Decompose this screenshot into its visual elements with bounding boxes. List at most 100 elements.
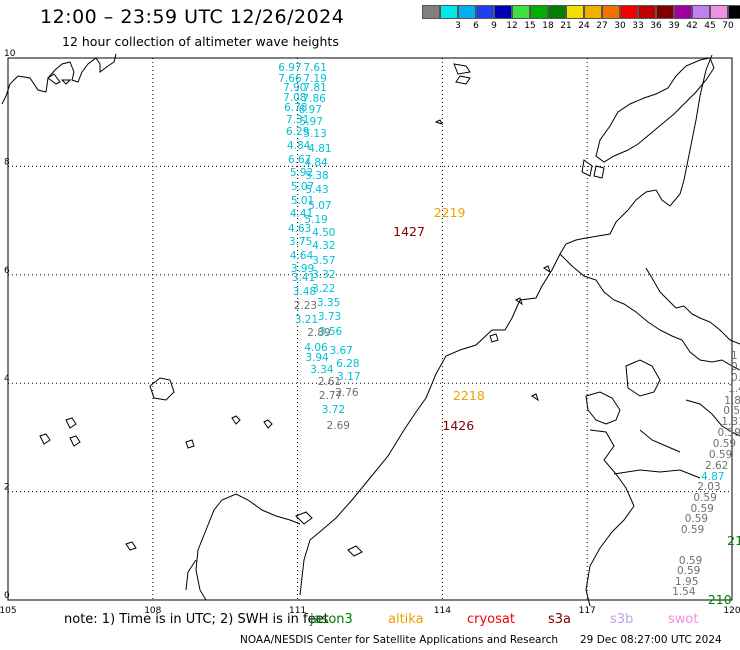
satellite-jason3: jason3 xyxy=(310,612,353,627)
page-title: 12:00 – 23:59 UTC 12/26/2024 xyxy=(40,6,345,28)
wave-height-label: 3.72 xyxy=(321,404,346,417)
wave-height-label: 5.07 xyxy=(290,181,315,194)
legend-label: 21 xyxy=(560,21,572,31)
pass-time-label: 1426 xyxy=(442,418,475,434)
legend-label: 30 xyxy=(614,21,626,31)
wave-height-label: 7.81 xyxy=(303,82,327,95)
y-tick-label: 6 xyxy=(4,266,10,276)
wave-height-label: 3.75 xyxy=(288,236,313,249)
wave-height-label: 5.13 xyxy=(303,127,327,140)
wave-height-label: 5.92 xyxy=(289,166,314,179)
wave-height-label: 1.54 xyxy=(672,586,696,599)
wave-height-label: 0. xyxy=(731,361,740,374)
wave-height-label: 5.43 xyxy=(305,184,329,197)
wave-height-label: 0.59 xyxy=(676,564,701,577)
legend-swatch xyxy=(710,5,728,19)
coastline-vietnam xyxy=(1,53,117,105)
legend-swatch xyxy=(692,5,710,19)
y-tick-label: 10 xyxy=(4,49,16,59)
wave-height-label: 7.19 xyxy=(303,72,327,85)
wave-height-label: 1.95 xyxy=(675,575,699,588)
wave-height-label: 1.31 xyxy=(721,416,740,429)
wave-height-label: 0.59 xyxy=(678,555,703,568)
legend-swatch xyxy=(476,5,494,19)
wave-height-label: 3.94 xyxy=(305,352,329,365)
coastline-palawan-islands xyxy=(453,63,605,179)
wave-height-label: 3.21 xyxy=(294,314,319,327)
wave-height-label: 3.34 xyxy=(310,364,334,377)
legend-swatch xyxy=(602,5,620,19)
wave-height-label: 0.59 xyxy=(680,523,705,536)
legend-swatch xyxy=(584,5,602,19)
coastline xyxy=(1,53,740,607)
wave-height-label: 7.86 xyxy=(302,93,326,106)
legend-label: 6 xyxy=(473,21,479,31)
legend-label: 18 xyxy=(542,21,554,31)
coastline-sulawesi xyxy=(585,399,740,607)
pass-time-label: 210 xyxy=(707,591,732,607)
wave-height-label: 6.78 xyxy=(284,101,308,114)
wave-height-label: 2.62 xyxy=(704,459,729,472)
page-subtitle: 12 hour collection of altimeter wave hei… xyxy=(62,34,339,49)
wave-height-label: 7.61 xyxy=(303,61,327,74)
wave-height-label: 1.80 xyxy=(724,394,740,407)
satellite-s3a: s3a xyxy=(548,612,572,627)
legend-label: 42 xyxy=(686,21,698,31)
wave-height-label: 3.35 xyxy=(316,297,341,310)
wave-height-label: 6.29 xyxy=(286,125,310,138)
x-tick-label: 120 xyxy=(723,606,740,616)
wave-height-label: 4.41 xyxy=(289,208,314,221)
legend-label: 12 xyxy=(506,21,518,31)
coastline-philippines xyxy=(595,57,715,163)
wave-height-label: 7.08 xyxy=(283,92,307,105)
legend-label: 9 xyxy=(491,21,497,31)
wave-height-label: 2.77 xyxy=(318,390,343,403)
footer-credit: NOAA/NESDIS Center for Satellite Applica… xyxy=(240,634,558,646)
wave-height-label: 4.84 xyxy=(286,139,311,152)
wave-height-label: 1 xyxy=(731,350,738,363)
wave-height-label: 4.50 xyxy=(312,226,336,239)
legend-swatch xyxy=(422,5,440,19)
wave-height-label: 3.56 xyxy=(318,326,343,339)
pass-time-label: 2218 xyxy=(453,388,485,404)
wave-height-label: 0.59 xyxy=(712,437,737,450)
legend-label: 27 xyxy=(596,21,608,31)
wave-height-label: 0.59 xyxy=(693,492,717,505)
legend-label: 24 xyxy=(578,21,590,31)
x-tick-label: 108 xyxy=(144,606,161,616)
legend-swatch xyxy=(458,5,476,19)
wave-height-label: 0.59 xyxy=(684,512,709,525)
y-tick-label: 8 xyxy=(4,157,10,167)
pass-time-label: 210 xyxy=(727,533,740,549)
coastline-reefs xyxy=(434,119,551,402)
wave-height-label: 5.01 xyxy=(290,195,315,208)
wave-height-label: 7.31 xyxy=(286,113,310,126)
wave-height-label: 2.03 xyxy=(697,481,721,494)
y-tick-label: 4 xyxy=(4,374,10,384)
satellite-cryosat: cryosat xyxy=(467,612,515,627)
wave-height-label: 6.97 xyxy=(278,61,302,74)
legend-swatch xyxy=(728,5,740,19)
wave-height-label: 3.17 xyxy=(337,370,361,383)
wave-height-label: 0. xyxy=(731,371,740,384)
wave-height-label: 3.99 xyxy=(290,263,315,276)
footer-note: note: 1) Time is in UTC; 2) SWH is in fe… xyxy=(64,612,329,627)
pass-time-label: 1427 xyxy=(393,224,425,240)
wave-height-label: 7.90 xyxy=(283,82,307,95)
legend-swatch xyxy=(548,5,566,19)
legend-label: 39 xyxy=(668,21,680,31)
legend-swatch xyxy=(566,5,584,19)
legend-swatch xyxy=(620,5,638,19)
legend-swatches xyxy=(422,5,740,19)
wave-height-label: 4.32 xyxy=(312,239,336,252)
x-tick-label: 105 xyxy=(0,606,17,616)
legend-swatch xyxy=(656,5,674,19)
wave-height-label: 4.06 xyxy=(304,341,328,354)
satellite-swot: swot xyxy=(668,612,699,627)
wave-height-label: 6.97 xyxy=(298,104,322,117)
wave-height-label: 2.23 xyxy=(293,300,318,313)
map-frame xyxy=(7,57,733,601)
wave-height-label: 2.89 xyxy=(307,327,331,340)
